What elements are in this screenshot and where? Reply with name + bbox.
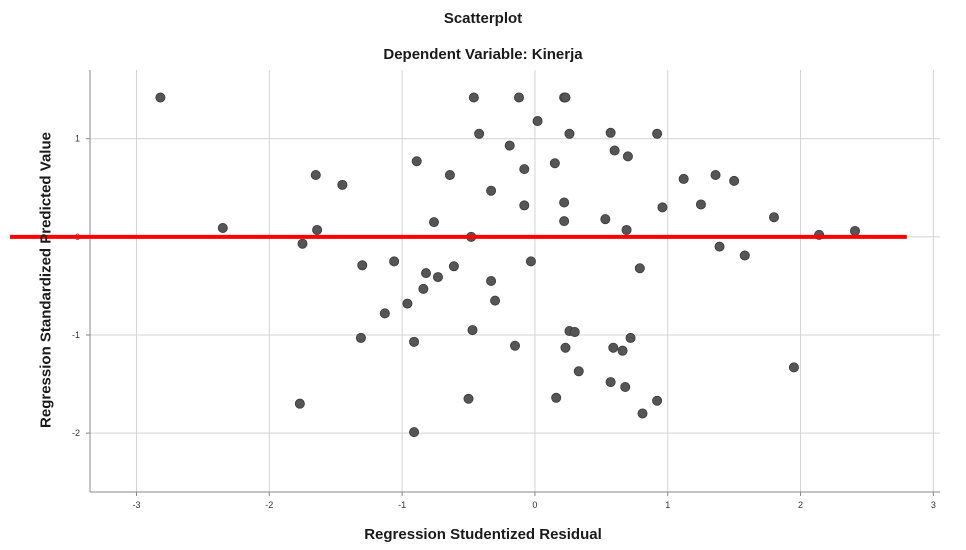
data-point <box>559 216 570 227</box>
data-point <box>448 261 459 272</box>
data-point <box>551 392 562 403</box>
data-point <box>605 127 616 138</box>
data-point <box>622 151 633 162</box>
data-point <box>379 308 390 319</box>
data-point <box>739 250 750 261</box>
x-tick-label: 3 <box>931 500 936 510</box>
data-point <box>389 256 400 267</box>
x-tick-label: -1 <box>398 500 406 510</box>
data-point <box>652 395 663 406</box>
y-tick-label: 1 <box>75 134 80 144</box>
x-tick-label: 2 <box>798 500 803 510</box>
data-point <box>402 298 413 309</box>
data-point <box>509 340 520 351</box>
data-point <box>504 140 515 151</box>
data-point <box>695 199 706 210</box>
data-point <box>418 283 429 294</box>
x-tick-label: -3 <box>132 500 140 510</box>
data-point <box>468 92 479 103</box>
data-point <box>617 345 628 356</box>
data-point <box>519 164 530 175</box>
data-point <box>620 381 631 392</box>
data-point <box>467 325 478 336</box>
data-point <box>486 185 497 196</box>
data-point <box>569 327 580 338</box>
data-point <box>337 179 348 190</box>
data-point <box>850 225 861 236</box>
data-point <box>294 398 305 409</box>
data-point <box>678 173 689 184</box>
data-point <box>525 256 536 267</box>
data-point <box>411 156 422 167</box>
data-point <box>788 362 799 373</box>
data-point <box>155 92 166 103</box>
data-point <box>609 145 620 156</box>
data-point <box>605 377 616 388</box>
data-point <box>714 241 725 252</box>
data-point <box>428 217 439 228</box>
data-point <box>559 197 570 208</box>
chart-title: Scatterplot <box>443 10 523 27</box>
data-point <box>573 366 584 377</box>
data-point <box>355 332 366 343</box>
data-point <box>621 224 632 235</box>
data-point <box>312 224 323 235</box>
data-point <box>421 268 432 279</box>
data-point <box>560 342 571 353</box>
y-tick-label: -1 <box>72 330 80 340</box>
data-point <box>652 128 663 139</box>
data-point <box>549 158 560 169</box>
data-point <box>532 116 543 127</box>
data-point <box>409 427 420 438</box>
data-point <box>564 128 575 139</box>
data-point <box>490 295 501 306</box>
chart-subtitle: Dependent Variable: Kinerja <box>383 46 583 63</box>
x-tick-label: -2 <box>265 500 273 510</box>
data-point <box>297 238 308 249</box>
data-point <box>729 175 740 186</box>
data-point <box>474 128 485 139</box>
data-point <box>217 223 228 234</box>
data-point <box>357 260 368 271</box>
x-tick-label: 0 <box>532 500 537 510</box>
data-point <box>519 200 530 211</box>
data-point <box>444 170 455 181</box>
data-point <box>409 336 420 347</box>
x-tick-label: 1 <box>665 500 670 510</box>
x-axis-label: Regression Studentized Residual <box>364 526 602 543</box>
data-point <box>634 263 645 274</box>
data-point <box>486 275 497 286</box>
data-point <box>432 272 443 283</box>
data-point <box>637 408 648 419</box>
data-point <box>710 170 721 181</box>
data-point <box>560 92 571 103</box>
data-point <box>463 393 474 404</box>
data-point <box>310 170 321 181</box>
data-point <box>625 332 636 343</box>
y-axis-label: Regression Standardized Predicted Value <box>37 132 55 428</box>
data-point <box>608 342 619 353</box>
data-point <box>600 214 611 225</box>
data-point <box>657 202 668 213</box>
data-point <box>513 92 524 103</box>
y-tick-label: -2 <box>72 428 80 438</box>
data-point <box>768 212 779 223</box>
